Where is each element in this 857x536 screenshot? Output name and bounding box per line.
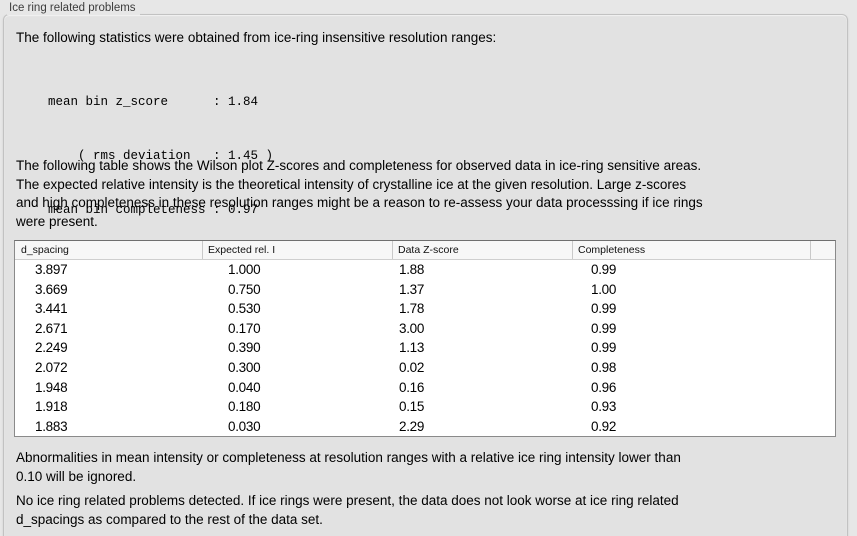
table-row[interactable]: 2.671 0.170 3.00 0.99 <box>15 319 835 339</box>
cell-spacer <box>811 397 835 417</box>
cell-expected-rel-i: 0.030 <box>228 418 261 434</box>
cell-d-spacing: 1.883 <box>35 418 68 434</box>
conclusion-text: No ice ring related problems detected. I… <box>16 492 679 529</box>
table-row[interactable]: 2.249 0.390 1.13 0.99 <box>15 338 835 358</box>
cell-completeness: 0.99 <box>591 262 617 277</box>
cell-spacer <box>811 319 835 339</box>
description-line: were present. <box>16 213 98 229</box>
cell-d-spacing: 3.669 <box>35 281 68 297</box>
table-body: 3.897 1.000 1.88 0.99 3.669 0.750 1.37 1… <box>15 260 835 436</box>
cell-data-z-score: 1.37 <box>399 281 425 297</box>
cell-spacer <box>811 280 835 300</box>
col-header-completeness[interactable]: Completeness <box>573 241 811 259</box>
conclusion-line: d_spacings as compared to the rest of th… <box>16 511 323 527</box>
ignore-note: Abnormalities in mean intensity or compl… <box>16 449 681 486</box>
cell-expected-rel-i: 0.170 <box>228 320 261 336</box>
cell-data-z-score: 0.16 <box>399 379 425 395</box>
cell-spacer <box>811 417 835 437</box>
table-description: The following table shows the Wilson plo… <box>16 157 703 231</box>
cell-data-z-score: 3.00 <box>399 320 425 336</box>
conclusion-line: No ice ring related problems detected. I… <box>16 493 679 508</box>
cell-completeness: 0.93 <box>591 399 617 415</box>
ignore-note-line: Abnormalities in mean intensity or compl… <box>16 450 681 465</box>
cell-spacer <box>811 378 835 398</box>
cell-completeness: 0.99 <box>591 320 617 336</box>
cell-expected-rel-i: 0.750 <box>228 281 261 297</box>
cell-d-spacing: 1.948 <box>35 379 68 395</box>
table-row[interactable]: 3.441 0.530 1.78 0.99 <box>15 299 835 319</box>
cell-completeness: 0.98 <box>591 359 617 375</box>
cell-expected-rel-i: 0.180 <box>228 399 261 415</box>
description-line: The following table shows the Wilson plo… <box>16 158 702 173</box>
table-row[interactable]: 2.072 0.300 0.02 0.98 <box>15 358 835 378</box>
cell-data-z-score: 2.29 <box>399 418 425 434</box>
cell-data-z-score: 1.78 <box>399 301 425 317</box>
cell-completeness: 0.99 <box>591 301 617 317</box>
panel-title: Ice ring related problems <box>7 2 140 15</box>
stats-line: ( rms deviation : 1.45 ) <box>48 149 274 163</box>
table-row[interactable]: 3.897 1.000 1.88 0.99 <box>15 260 835 280</box>
cell-expected-rel-i: 1.000 <box>228 262 261 277</box>
cell-completeness: 1.00 <box>591 281 617 297</box>
cell-expected-rel-i: 0.300 <box>228 359 261 375</box>
cell-expected-rel-i: 0.390 <box>228 340 261 356</box>
intro-text: The following statistics were obtained f… <box>16 30 497 45</box>
ignore-note-line: 0.10 will be ignored. <box>16 468 137 484</box>
col-header-d-spacing[interactable]: d_spacing <box>15 241 203 259</box>
cell-completeness: 0.92 <box>591 418 617 434</box>
cell-data-z-score: 0.15 <box>399 399 425 415</box>
cell-spacer <box>811 260 835 280</box>
table-header-row: d_spacing Expected rel. I Data Z-score C… <box>15 241 835 260</box>
table-row[interactable]: 1.948 0.040 0.16 0.96 <box>15 378 835 398</box>
cell-spacer <box>811 338 835 358</box>
cell-spacer <box>811 358 835 378</box>
ice-ring-table: d_spacing Expected rel. I Data Z-score C… <box>14 240 836 438</box>
cell-spacer <box>811 299 835 319</box>
cell-expected-rel-i: 0.040 <box>228 379 261 395</box>
stats-line: mean bin z_score : 1.84 <box>48 95 259 109</box>
col-header-spacer <box>811 241 835 259</box>
col-header-data-z-score[interactable]: Data Z-score <box>393 241 573 259</box>
cell-d-spacing: 2.249 <box>35 340 68 356</box>
cell-d-spacing: 3.897 <box>35 262 68 277</box>
cell-completeness: 0.99 <box>591 340 617 356</box>
cell-data-z-score: 1.88 <box>399 262 425 277</box>
cell-expected-rel-i: 0.530 <box>228 301 261 317</box>
description-line: The expected relative intensity is the t… <box>16 176 687 192</box>
table-row[interactable]: 3.669 0.750 1.37 1.00 <box>15 280 835 300</box>
cell-d-spacing: 2.671 <box>35 320 68 336</box>
description-line: and high completeness in these resolutio… <box>16 195 703 210</box>
cell-completeness: 0.96 <box>591 379 617 395</box>
table-row[interactable]: 1.883 0.030 2.29 0.92 <box>15 417 835 437</box>
cell-d-spacing: 2.072 <box>35 359 68 375</box>
cell-data-z-score: 0.02 <box>399 359 425 375</box>
cell-d-spacing: 3.441 <box>35 301 68 317</box>
cell-data-z-score: 1.13 <box>399 340 425 356</box>
cell-d-spacing: 1.918 <box>35 399 68 415</box>
col-header-expected-rel-i[interactable]: Expected rel. I <box>203 241 393 259</box>
stats-line: mean bin completeness : 0.97 <box>48 203 259 217</box>
table-row[interactable]: 1.918 0.180 0.15 0.93 <box>15 397 835 417</box>
